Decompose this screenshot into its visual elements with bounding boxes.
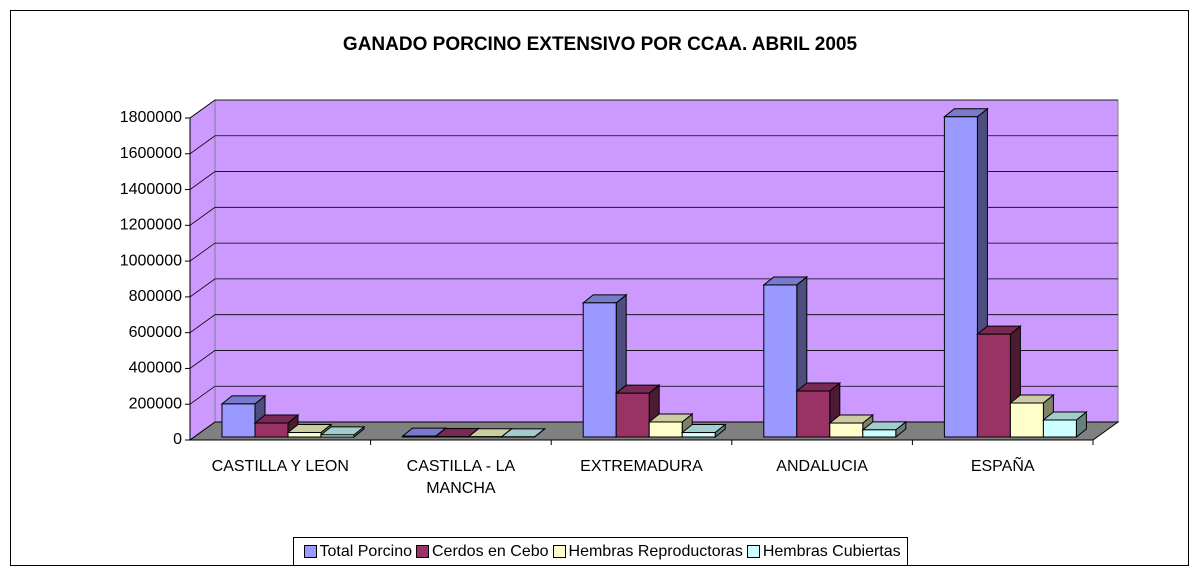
bar-front — [763, 284, 798, 438]
bar — [500, 427, 547, 439]
bar-front — [287, 432, 322, 438]
grid-line — [189, 278, 1118, 298]
bar — [861, 420, 908, 439]
bar-front — [615, 392, 650, 438]
bar-front — [254, 422, 289, 438]
y-tick-label: 1200000 — [120, 217, 182, 234]
bar-front — [862, 429, 897, 438]
y-tick-label: 600000 — [129, 324, 182, 341]
legend-swatch — [552, 545, 566, 558]
grid-line — [189, 135, 1118, 155]
legend-swatch — [746, 545, 760, 558]
y-tick-label: 1400000 — [120, 181, 182, 198]
bar-front — [221, 403, 256, 438]
x-tick-label: ESPAÑA — [970, 458, 1035, 475]
bar — [1041, 410, 1088, 439]
bar — [319, 425, 366, 439]
legend: Total Porcino Cerdos en Cebo Hembras Repro… — [292, 537, 908, 566]
bar-front — [402, 435, 437, 438]
bar-front — [681, 432, 716, 438]
y-tick-label: 1800000 — [120, 109, 182, 126]
bar-front — [320, 434, 355, 438]
x-tick-label: EXTREMADURA — [580, 458, 703, 475]
grid-line — [189, 242, 1118, 262]
grid-line — [189, 206, 1118, 226]
chart-title: GANADO PORCINO EXTENSIVO POR CCAA. ABRIL… — [343, 34, 858, 55]
bar-front — [1009, 402, 1044, 438]
legend-label: Cerdos en Cebo — [432, 542, 549, 560]
bar-front — [648, 421, 683, 438]
bar-front — [943, 116, 978, 438]
y-tick-label: 1600000 — [120, 145, 182, 162]
x-tick-label: ANDALUCIA — [776, 458, 868, 475]
bar-front — [435, 435, 470, 438]
grid-line — [189, 99, 1118, 119]
bar-front — [829, 422, 864, 438]
grid-line — [189, 171, 1118, 190]
legend-label: Total Porcino — [319, 542, 413, 560]
y-tick-label: 400000 — [129, 360, 182, 377]
legend-swatch — [303, 545, 317, 558]
bar — [975, 325, 1022, 439]
legend-label: Hembras Cubiertas — [762, 542, 901, 560]
y-tick-label: 200000 — [129, 395, 182, 412]
x-tick-label: CASTILLA - LA MANCHA — [406, 458, 516, 497]
bar-front — [976, 333, 1011, 438]
y-tick-label: 1000000 — [120, 252, 182, 269]
legend-label: Hembras Reproductoras — [568, 542, 743, 560]
y-tick-label: 0 — [173, 431, 182, 448]
bar-front — [796, 390, 831, 438]
bar-front — [1042, 419, 1077, 438]
x-tick-label: CASTILLA Y LEON — [211, 458, 349, 475]
grid-line — [189, 350, 1118, 369]
grid-line — [189, 314, 1118, 333]
y-tick-label: 800000 — [129, 288, 182, 305]
bar — [680, 423, 727, 439]
bar-front — [582, 302, 617, 438]
legend-swatch — [416, 545, 429, 558]
